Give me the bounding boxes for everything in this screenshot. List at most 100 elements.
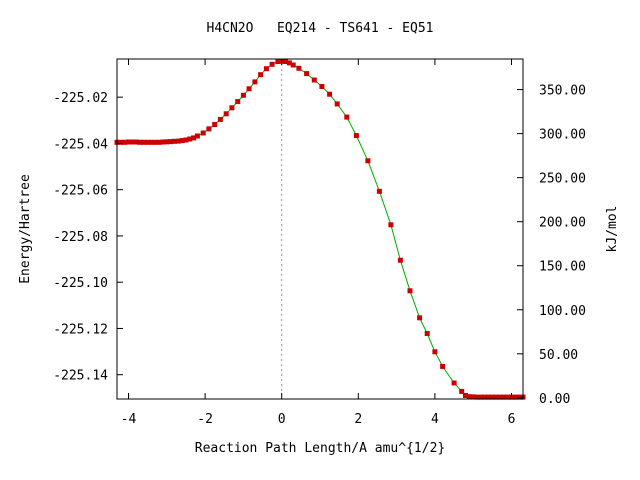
data-point bbox=[353, 133, 359, 139]
data-point bbox=[489, 394, 495, 400]
plot-frame bbox=[116, 58, 524, 400]
y-tick-label: -225.06 bbox=[53, 184, 108, 199]
data-point bbox=[263, 66, 269, 72]
data-point bbox=[126, 139, 131, 145]
data-point bbox=[440, 363, 446, 369]
y-axis-left: -225.02 -225.04 -225.06 -225.08 -225.10 -225.… bbox=[53, 91, 123, 384]
data-point bbox=[194, 133, 200, 139]
data-point bbox=[183, 137, 189, 143]
data-point bbox=[311, 77, 317, 83]
data-point bbox=[497, 394, 503, 400]
data-point bbox=[164, 139, 170, 145]
data-point bbox=[229, 105, 235, 111]
y-tick-label: -225.10 bbox=[53, 276, 108, 291]
x-tick-label: 2 bbox=[354, 412, 362, 427]
y-tick-label: -225.02 bbox=[53, 91, 108, 106]
y2-tick-label: 100.00 bbox=[539, 304, 586, 319]
series-line bbox=[117, 60, 523, 398]
y2-tick-label: 150.00 bbox=[539, 260, 586, 275]
chart-title: H4CN2O EQ214 - TS641 - EQ51 bbox=[207, 21, 434, 36]
data-point bbox=[172, 138, 177, 144]
data-point bbox=[407, 288, 413, 294]
data-point bbox=[501, 394, 507, 400]
y-tick-label: -225.14 bbox=[53, 369, 108, 384]
x-axis-label: Reaction Path Length/A amu^{1/2} bbox=[195, 441, 445, 456]
data-point bbox=[304, 71, 310, 77]
data-point bbox=[258, 72, 264, 78]
data-point bbox=[175, 138, 181, 144]
data-point bbox=[417, 315, 423, 321]
series-layer bbox=[117, 60, 523, 398]
data-point bbox=[141, 139, 147, 145]
data-point bbox=[129, 139, 135, 145]
data-point bbox=[275, 59, 281, 64]
data-point bbox=[235, 99, 241, 105]
data-point bbox=[137, 139, 143, 145]
data-point bbox=[269, 61, 275, 67]
data-point bbox=[397, 257, 403, 263]
data-point bbox=[486, 394, 491, 400]
data-point bbox=[319, 84, 325, 89]
data-point bbox=[516, 394, 522, 400]
data-point bbox=[376, 188, 382, 194]
data-point bbox=[246, 86, 252, 92]
data-point bbox=[118, 139, 124, 145]
data-point bbox=[191, 135, 197, 141]
data-point bbox=[334, 101, 340, 107]
data-point bbox=[133, 139, 139, 145]
y-tick-label: -225.04 bbox=[53, 137, 108, 152]
data-point bbox=[424, 331, 430, 336]
data-point bbox=[463, 393, 468, 398]
data-point bbox=[206, 126, 212, 132]
data-point bbox=[252, 79, 258, 85]
data-point bbox=[286, 60, 292, 66]
x-tick-label: 6 bbox=[508, 412, 516, 427]
data-point bbox=[240, 92, 246, 98]
y2-axis-label: kJ/mol bbox=[605, 206, 620, 253]
x-tick-label: 0 bbox=[278, 412, 286, 427]
data-point bbox=[152, 139, 158, 145]
y2-tick-label: 200.00 bbox=[539, 216, 586, 231]
y-axis-right: 350.00 300.00 250.00 200.00 150.00 100.00 50.0… bbox=[517, 84, 586, 407]
data-point bbox=[451, 380, 457, 386]
y-axis-label: Energy/Hartree bbox=[18, 174, 33, 284]
y-tick-label: -225.12 bbox=[53, 322, 108, 337]
data-point bbox=[160, 139, 166, 145]
data-point bbox=[179, 138, 185, 144]
y2-tick-label: 300.00 bbox=[539, 128, 586, 143]
data-point bbox=[474, 394, 480, 400]
data-point bbox=[223, 111, 229, 117]
data-point bbox=[388, 222, 394, 228]
points-layer bbox=[114, 58, 526, 400]
data-point bbox=[156, 139, 162, 145]
x-axis: -4 -2 0 2 4 6 bbox=[121, 59, 516, 427]
y2-tick-label: 350.00 bbox=[539, 84, 586, 99]
data-point bbox=[122, 139, 128, 145]
data-point bbox=[283, 59, 288, 64]
y-tick-label: -225.08 bbox=[53, 230, 108, 245]
y2-tick-label: 0.00 bbox=[539, 392, 570, 407]
data-point bbox=[217, 116, 223, 122]
data-point bbox=[168, 139, 174, 145]
data-point bbox=[145, 139, 151, 145]
data-point bbox=[505, 394, 511, 400]
data-point bbox=[212, 122, 218, 127]
data-point bbox=[290, 62, 296, 68]
data-point bbox=[459, 388, 465, 394]
data-point bbox=[187, 136, 193, 142]
y2-tick-label: 50.00 bbox=[539, 348, 578, 363]
data-point bbox=[482, 394, 488, 400]
data-point bbox=[512, 394, 518, 400]
data-point bbox=[470, 394, 476, 400]
data-point bbox=[344, 114, 350, 120]
data-point bbox=[296, 65, 302, 71]
x-tick-label: -2 bbox=[197, 412, 213, 427]
data-point bbox=[149, 139, 154, 145]
data-point bbox=[365, 158, 371, 164]
data-point bbox=[432, 349, 438, 355]
data-point bbox=[493, 394, 499, 400]
y2-tick-label: 250.00 bbox=[539, 172, 586, 187]
data-point bbox=[478, 394, 484, 400]
data-point bbox=[466, 394, 472, 400]
